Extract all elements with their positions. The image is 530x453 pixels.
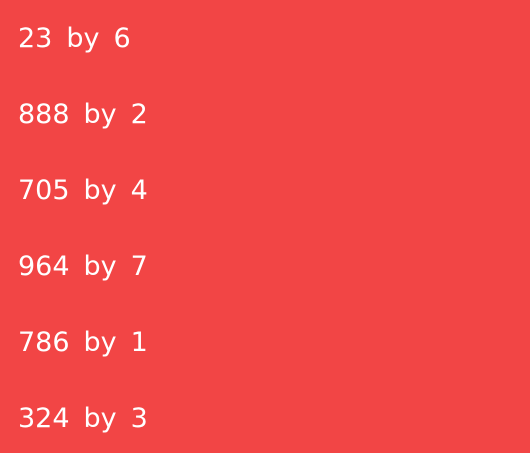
list-item: 324 by 3 <box>18 402 148 436</box>
item-number: 888 <box>18 99 70 130</box>
item-connector: by <box>83 403 117 434</box>
item-number: 705 <box>18 175 70 206</box>
item-connector: by <box>83 175 117 206</box>
item-factor: 6 <box>113 23 131 54</box>
item-number: 786 <box>18 327 70 358</box>
item-factor: 3 <box>130 403 148 434</box>
item-factor: 2 <box>130 99 148 130</box>
list-item: 786 by 1 <box>18 326 148 360</box>
list-item: 888 by 2 <box>18 98 148 132</box>
item-factor: 7 <box>130 251 148 282</box>
list-item: 705 by 4 <box>18 174 148 208</box>
item-connector: by <box>83 99 117 130</box>
item-number: 324 <box>18 403 70 434</box>
item-factor: 1 <box>130 327 148 358</box>
list-item: 964 by 7 <box>18 250 148 284</box>
item-factor: 4 <box>130 175 148 206</box>
list-item: 23 by 6 <box>18 22 131 56</box>
item-number: 23 <box>18 23 53 54</box>
item-connector: by <box>83 251 117 282</box>
item-number: 964 <box>18 251 70 282</box>
item-connector: by <box>66 23 100 54</box>
item-connector: by <box>83 327 117 358</box>
